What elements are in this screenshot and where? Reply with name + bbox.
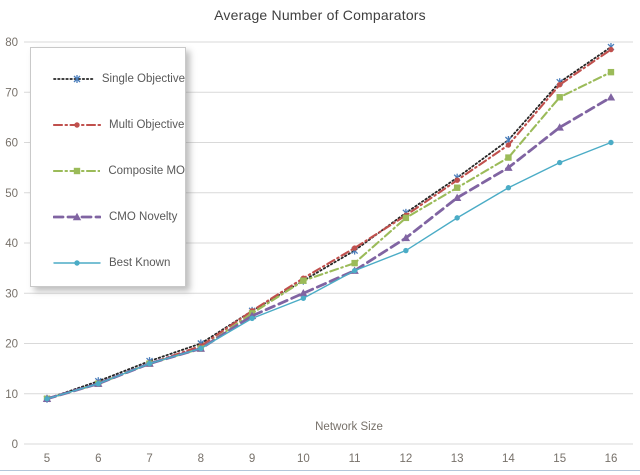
gridlines: [24, 41, 633, 445]
chart-title: Average Number of Comparators: [214, 7, 426, 23]
svg-text:5: 5: [44, 453, 50, 465]
svg-text:15: 15: [553, 453, 566, 465]
svg-text:11: 11: [349, 453, 361, 465]
svg-text:16: 16: [605, 453, 618, 465]
svg-text:8: 8: [198, 453, 204, 465]
svg-text:40: 40: [5, 238, 18, 250]
legend-item-best-known: Best Known: [31, 240, 185, 286]
svg-text:0: 0: [12, 439, 18, 451]
legend-line-sample-composite-mo: [53, 167, 101, 175]
svg-text:60: 60: [5, 138, 18, 150]
legend-item-cmo-novelty: CMO Novelty: [31, 194, 185, 240]
svg-text:70: 70: [5, 87, 18, 99]
legend-line-sample-single-objective: [53, 75, 94, 83]
svg-text:6: 6: [95, 453, 101, 465]
svg-text:9: 9: [249, 453, 255, 465]
x-axis-title: Network Size: [315, 421, 383, 433]
svg-text:10: 10: [5, 389, 18, 401]
legend-item-composite-mo: Composite MO: [31, 148, 185, 194]
legend-item-single-objective: Single Objective: [31, 56, 185, 102]
svg-text:13: 13: [451, 453, 464, 465]
legend-line-sample-best-known: [53, 260, 101, 266]
svg-text:50: 50: [5, 188, 18, 200]
bottom-border-line: [0, 470, 640, 471]
y-axis-ticks: 0 10 20 30 40 50 60 70 80: [5, 37, 18, 451]
legend-label-multi-objective: Multi Objective: [109, 119, 185, 131]
svg-text:7: 7: [146, 453, 152, 465]
legend-item-multi-objective: Multi Objective: [31, 102, 185, 148]
legend-label-composite-mo: Composite MO: [108, 165, 185, 177]
legend-label-single-objective: Single Objective: [101, 73, 185, 85]
legend-line-sample-cmo-novelty: [53, 212, 101, 221]
legend-label-cmo-novelty: CMO Novelty: [109, 211, 178, 223]
legend-label-best-known: Best Known: [109, 257, 171, 269]
svg-text:80: 80: [5, 37, 18, 49]
svg-text:10: 10: [297, 453, 310, 465]
series-best-known: [44, 139, 614, 402]
legend-line-sample-multi-objective: [53, 122, 101, 128]
svg-text:14: 14: [502, 453, 515, 465]
legend: Single Objective Multi Objective Composi…: [30, 47, 186, 287]
svg-text:20: 20: [5, 339, 18, 351]
x-axis-ticks: 5 6 7 8 9 10 11 12 13 14 15 16: [44, 453, 618, 465]
svg-text:12: 12: [399, 453, 412, 465]
svg-text:30: 30: [5, 288, 18, 300]
